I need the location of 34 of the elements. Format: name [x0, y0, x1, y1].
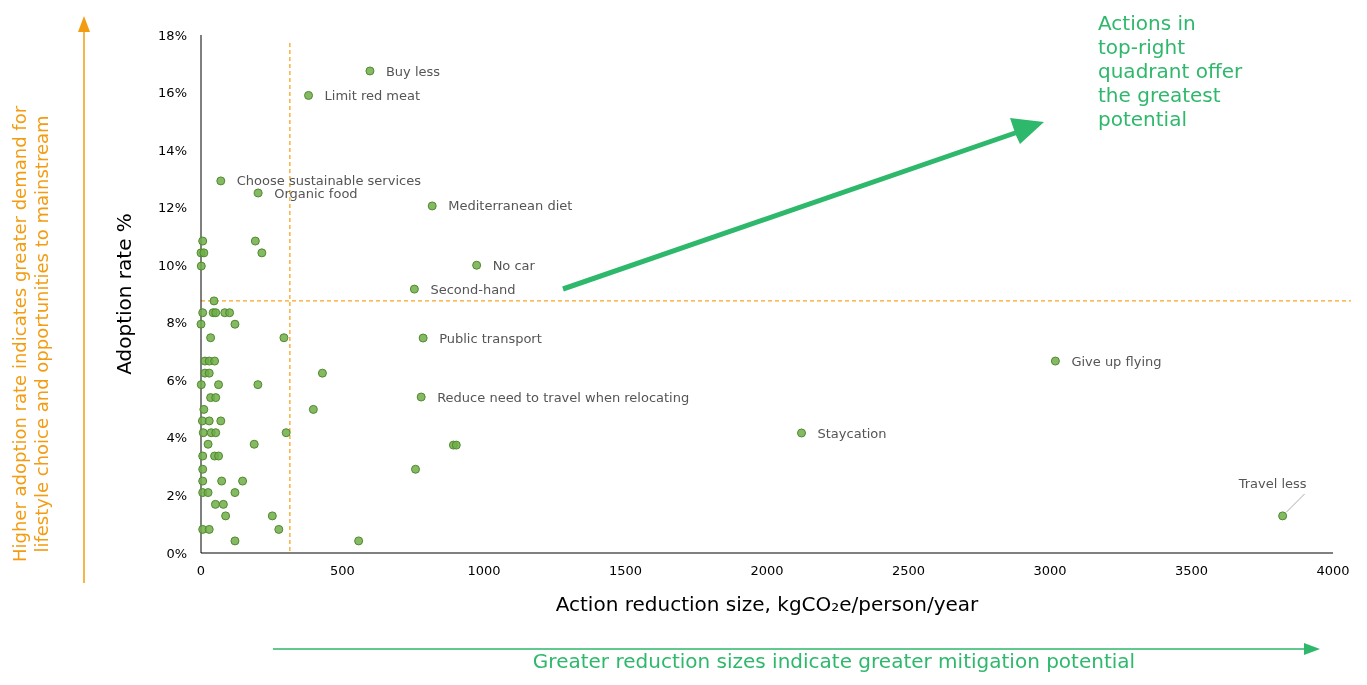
- x-tick-label: 4000: [1316, 563, 1350, 578]
- x-tick-label: 3000: [1033, 563, 1067, 578]
- y-tick-label: 10%: [158, 257, 187, 273]
- annotation: Buy less: [385, 63, 441, 79]
- annotation: Mediterranean diet: [448, 198, 573, 214]
- x-tick-label: 1000: [467, 563, 501, 578]
- y-tick-label: 0%: [166, 545, 187, 561]
- annotation: Public transport: [439, 330, 542, 346]
- y-tick-label: 14%: [158, 142, 187, 158]
- y-tick-label: 16%: [158, 85, 187, 101]
- x-tick-label: 0: [196, 563, 206, 578]
- annotation: Travel less: [1237, 475, 1307, 491]
- y-tick-label: 6%: [166, 372, 187, 388]
- y-tick-label: 2%: [166, 487, 187, 503]
- y-tick-label: 18%: [158, 27, 187, 43]
- x-tick-label: 2000: [750, 563, 784, 578]
- x-tick-label: 1500: [608, 563, 643, 578]
- annotation: No car: [492, 257, 536, 273]
- x-tick-label: 2500: [891, 563, 926, 578]
- annotation: Second-hand: [430, 281, 516, 297]
- x-tick-label: 3500: [1174, 563, 1209, 578]
- text: Higher adoption rate indicates greater demand for lifestyle choice and opportunities to mainstream: [9, 105, 52, 563]
- y-tick-label: 8%: [166, 315, 187, 331]
- annotation: Give up flying: [1071, 353, 1162, 369]
- y-tick-label: 4%: [166, 430, 187, 446]
- annotation: Reduce need to travel when relocating: [437, 389, 690, 405]
- annotation: Actions in top-right quadrant offer the greatest potential: [1098, 11, 1243, 131]
- y-tick-label: 12%: [158, 200, 187, 216]
- annotation: Staycation: [817, 425, 887, 441]
- text: Greater reduction sizes indicate greater mitigation potential: [532, 649, 1136, 673]
- y-axis-title: Adoption rate %: [112, 213, 136, 375]
- x-tick-label: 500: [330, 563, 355, 578]
- annotation: Limit red meat: [324, 87, 421, 103]
- x-axis-title: Action reduction size, kgCO₂e/person/year: [555, 592, 980, 616]
